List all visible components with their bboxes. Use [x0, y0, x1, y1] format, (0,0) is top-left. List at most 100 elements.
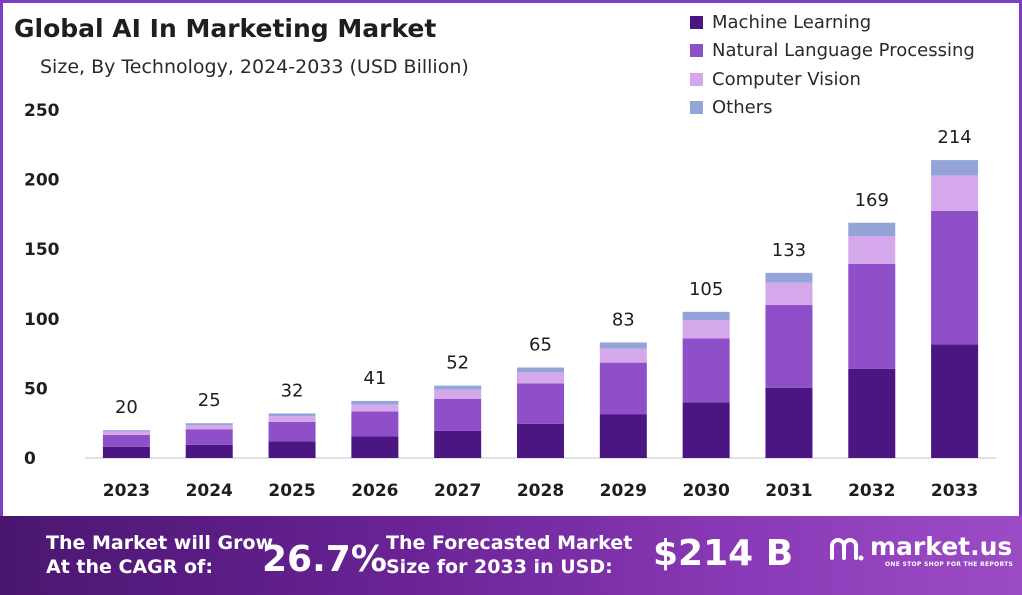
bar-segment [351, 436, 399, 458]
x-tick-label: 2033 [931, 481, 978, 501]
legend-item: Machine Learning [690, 8, 975, 37]
bar-segment [102, 435, 150, 447]
bar-segment [185, 444, 233, 458]
cagr-label-line1: The Market will Grow [46, 532, 274, 554]
bar-segment [931, 210, 979, 345]
legend-item: Natural Language Processing [690, 37, 975, 66]
forecast-label: The Forecasted Market Size for 2033 in U… [386, 531, 632, 579]
bar-segment [848, 235, 896, 264]
cagr-label: The Market will Grow At the CAGR of: [46, 531, 273, 579]
bar-segment [102, 430, 150, 432]
brand-tagline: ONE STOP SHOP FOR THE REPORTS [885, 561, 1014, 568]
bar-segment [599, 342, 647, 349]
bar-segment [102, 446, 150, 458]
bar-segment [682, 402, 730, 458]
bar-segment [599, 362, 647, 415]
bar-segment [434, 389, 482, 399]
bar-segment [848, 263, 896, 369]
bar-segment [682, 320, 730, 339]
stacked-bar-chart: 0 50 100 150 200 250 20 2023 25 2024 32 2025 41 2026 5… [24, 101, 996, 501]
bar-segment [765, 272, 813, 283]
x-tick-label: 2027 [434, 481, 481, 501]
bar-segment [848, 368, 896, 458]
y-tick-label: 150 [24, 240, 60, 260]
brand-name: market.us [870, 532, 1013, 561]
bar-segment [765, 387, 813, 458]
y-tick-label: 200 [24, 171, 60, 191]
forecast-label-line2: Size for 2033 in USD: [386, 556, 613, 578]
bar-segment [931, 344, 979, 458]
bar-segment [765, 282, 813, 305]
forecast-label-line1: The Forecasted Market [386, 532, 633, 554]
bar-segment [931, 175, 979, 211]
bar-segment [517, 383, 564, 424]
bar-segment [517, 423, 564, 458]
legend-item: Computer Vision [690, 65, 975, 94]
y-tick-label: 100 [24, 310, 60, 330]
x-tick-label: 2024 [186, 481, 233, 501]
bar-segment [682, 338, 730, 403]
bar-total-label: 20 [115, 397, 138, 418]
x-tick-label: 2026 [351, 481, 398, 501]
bar-segment [765, 304, 813, 388]
bar-total-label: 41 [363, 368, 386, 389]
y-tick-label: 50 [24, 379, 48, 399]
bar-segment [102, 431, 150, 436]
bar-total-label: 52 [446, 353, 469, 374]
bar-total-label: 25 [198, 390, 221, 411]
legend-label: Natural Language Processing [712, 40, 975, 62]
bar-segment [268, 416, 316, 422]
bar-segment [599, 414, 647, 458]
bar-segment [185, 425, 233, 430]
legend-swatch [690, 44, 703, 58]
bar-segment [517, 367, 564, 373]
bar-total-label: 214 [937, 127, 971, 148]
legend-label: Others [712, 97, 773, 119]
bar-segment [434, 398, 482, 431]
x-tick-label: 2030 [682, 481, 729, 501]
bar-segment [848, 222, 896, 236]
bar-total-label: 83 [612, 309, 635, 330]
y-tick-label: 250 [24, 101, 60, 121]
legend-swatch [690, 101, 703, 115]
bar-total-label: 169 [855, 190, 889, 211]
bar-total-label: 32 [281, 380, 304, 401]
chart-title: Global AI In Marketing Market [14, 14, 437, 43]
legend-label: Machine Learning [712, 11, 872, 33]
chart-subtitle: Size, By Technology, 2024-2033 (USD Bill… [40, 56, 469, 78]
legend-item: Others [690, 94, 975, 123]
bar-total-label: 105 [689, 279, 723, 300]
bar-segment [185, 423, 233, 426]
bar-segment [599, 348, 647, 363]
bar-segment [434, 430, 482, 458]
bar-total-label: 133 [772, 240, 806, 261]
legend-swatch [690, 15, 703, 29]
x-tick-label: 2031 [765, 481, 812, 501]
bar-segment [268, 421, 316, 442]
bar-segment [268, 441, 316, 458]
bar-segment [517, 372, 564, 384]
market-us-logo-icon [830, 538, 864, 561]
bar-total-label: 65 [529, 335, 552, 356]
footer-banner [0, 516, 1022, 595]
x-tick-label: 2023 [103, 481, 150, 501]
bar-segment [351, 404, 399, 412]
legend-label: Computer Vision [712, 68, 861, 90]
y-tick-label: 0 [24, 449, 36, 469]
bar-segment [351, 400, 399, 405]
x-tick-label: 2025 [268, 481, 315, 501]
x-tick-label: 2028 [517, 481, 564, 501]
bar-segment [351, 411, 399, 437]
bar-segment [931, 160, 979, 176]
cagr-value: 26.7% [262, 539, 387, 580]
forecast-value: $214 B [653, 533, 794, 574]
bar-segment [434, 385, 482, 390]
x-tick-label: 2032 [848, 481, 895, 501]
bar-segment [682, 311, 730, 321]
bar-segment [185, 429, 233, 445]
cagr-label-line2: At the CAGR of: [46, 556, 213, 578]
chart-legend: Machine Learning Natural Language Process… [690, 8, 975, 122]
bar-segment [268, 413, 316, 417]
x-tick-label: 2029 [600, 481, 647, 501]
legend-swatch [690, 72, 703, 86]
